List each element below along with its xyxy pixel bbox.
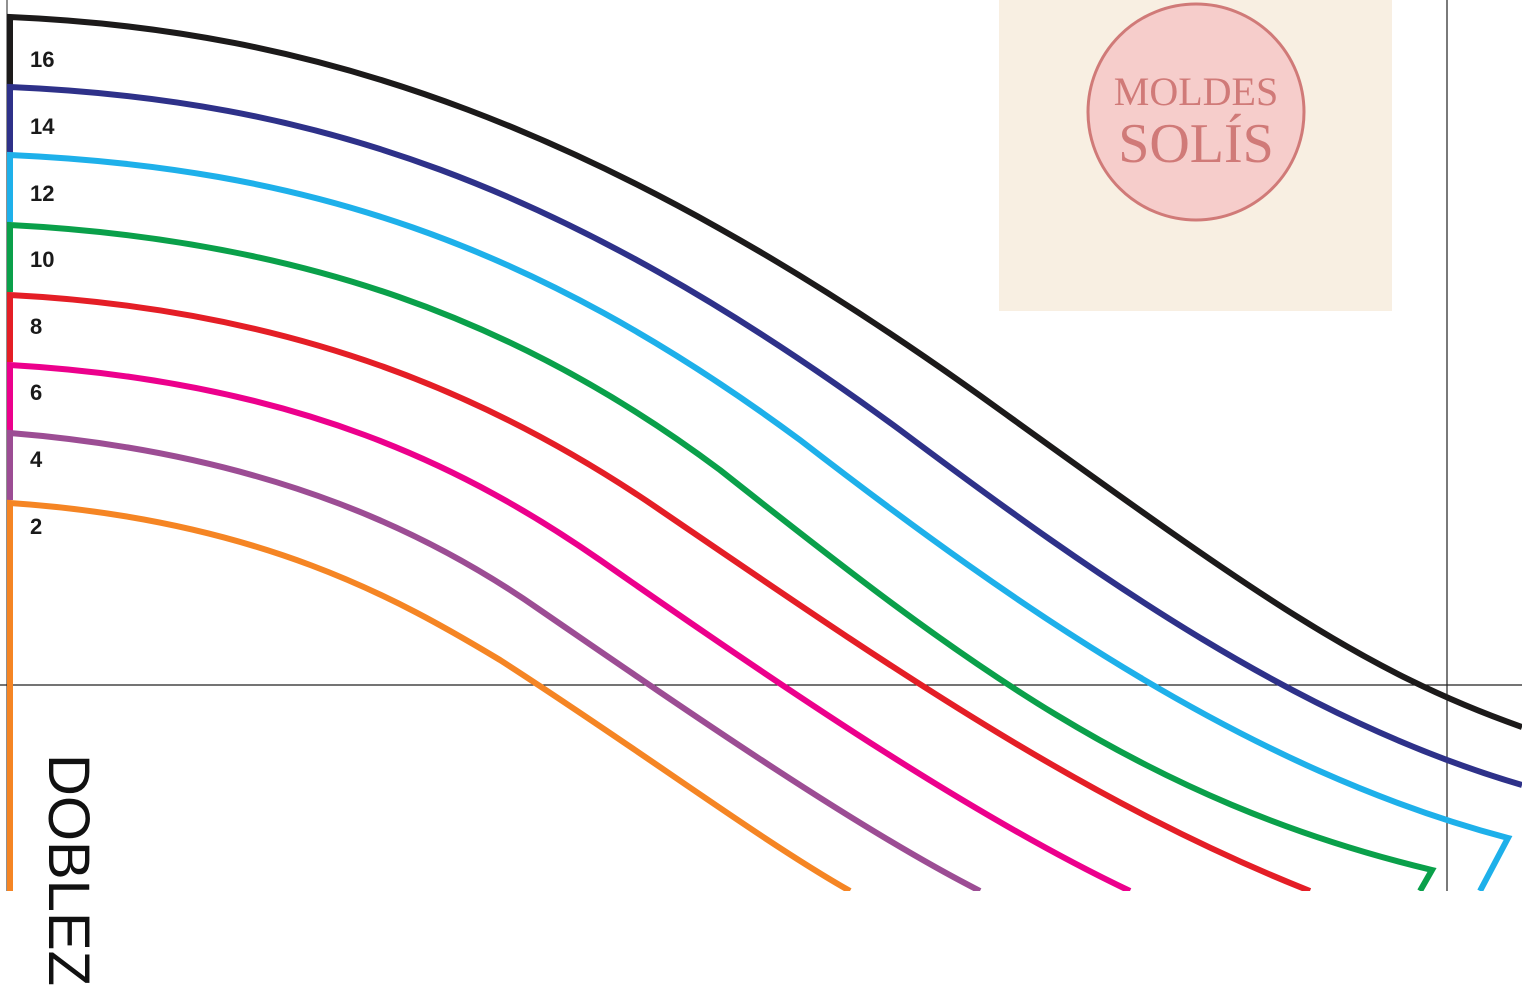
logo-seal-circle: [1086, 2, 1306, 222]
size-label-4: 4: [30, 447, 43, 472]
size-curve-12: [7, 151, 1513, 891]
logo-seal: MOLDES SOLÍS: [1086, 2, 1306, 222]
size-curve-14: [6, 83, 1522, 788]
size-label-8: 8: [30, 314, 43, 339]
logo-line-2: SOLÍS: [1118, 113, 1274, 175]
logo-line-1: MOLDES: [1114, 69, 1278, 114]
size-curve-2: [7, 499, 852, 891]
size-label-6: 6: [30, 380, 43, 405]
size-curve-16: [7, 13, 1522, 730]
size-label-14: 14: [30, 114, 55, 139]
size-label-2: 2: [30, 514, 43, 539]
size-curve-10: [7, 221, 1437, 891]
size-label-16: 16: [30, 47, 55, 72]
size-curve-4: [7, 429, 982, 891]
logo-panel: MOLDES SOLÍS: [999, 0, 1392, 311]
pattern-canvas: [0, 0, 1522, 891]
size-label-10: 10: [30, 247, 55, 272]
size-curve-6: [7, 361, 1132, 891]
size-curve-8: [7, 291, 1312, 891]
size-label-12: 12: [30, 181, 55, 206]
fold-label: DOBLEZ: [36, 754, 101, 986]
